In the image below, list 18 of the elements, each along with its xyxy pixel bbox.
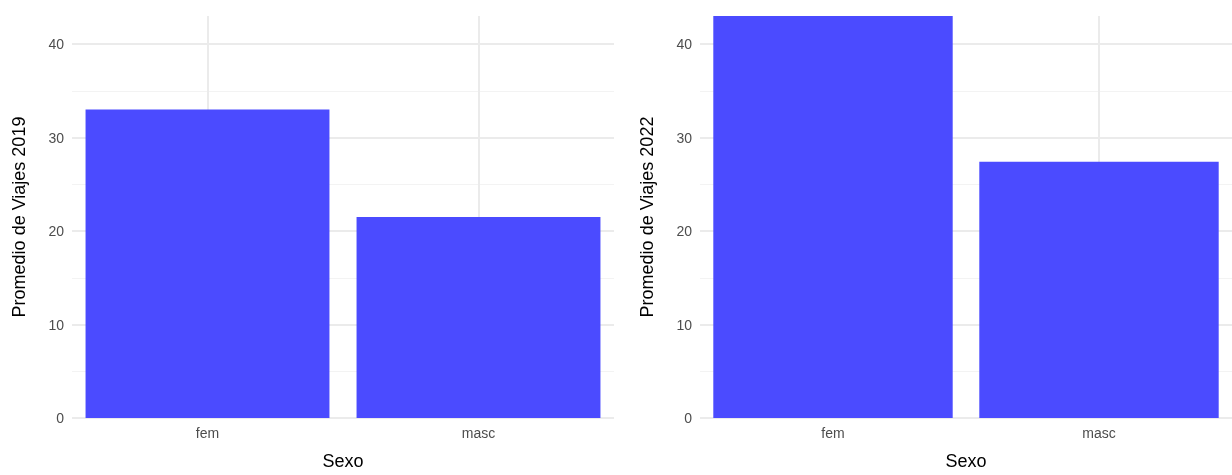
x-tick-label: fem: [821, 425, 845, 441]
y-tick-label: 40: [676, 36, 693, 53]
y-tick-label: 20: [48, 223, 65, 240]
y-tick-label: 30: [48, 129, 65, 146]
y-tick-label: 0: [56, 410, 65, 426]
x-axis-title: Sexo: [945, 451, 987, 471]
y-axis-title: Promedio de Viajes 2022: [637, 116, 657, 318]
y-tick-label: 30: [676, 129, 693, 146]
x-tick-label: fem: [195, 425, 220, 441]
y-tick-label: 40: [48, 36, 65, 53]
x-axis-title: Sexo: [322, 451, 364, 471]
y-tick-label: 10: [48, 316, 65, 333]
y-tick-label: 0: [684, 410, 693, 426]
x-tick-label: masc: [461, 425, 496, 441]
y-tick-label: 10: [676, 316, 693, 333]
y-tick-label: 20: [676, 223, 693, 240]
x-tick-label: masc: [1082, 425, 1116, 441]
y-axis-title: Promedio de Viajes 2019: [9, 116, 29, 318]
